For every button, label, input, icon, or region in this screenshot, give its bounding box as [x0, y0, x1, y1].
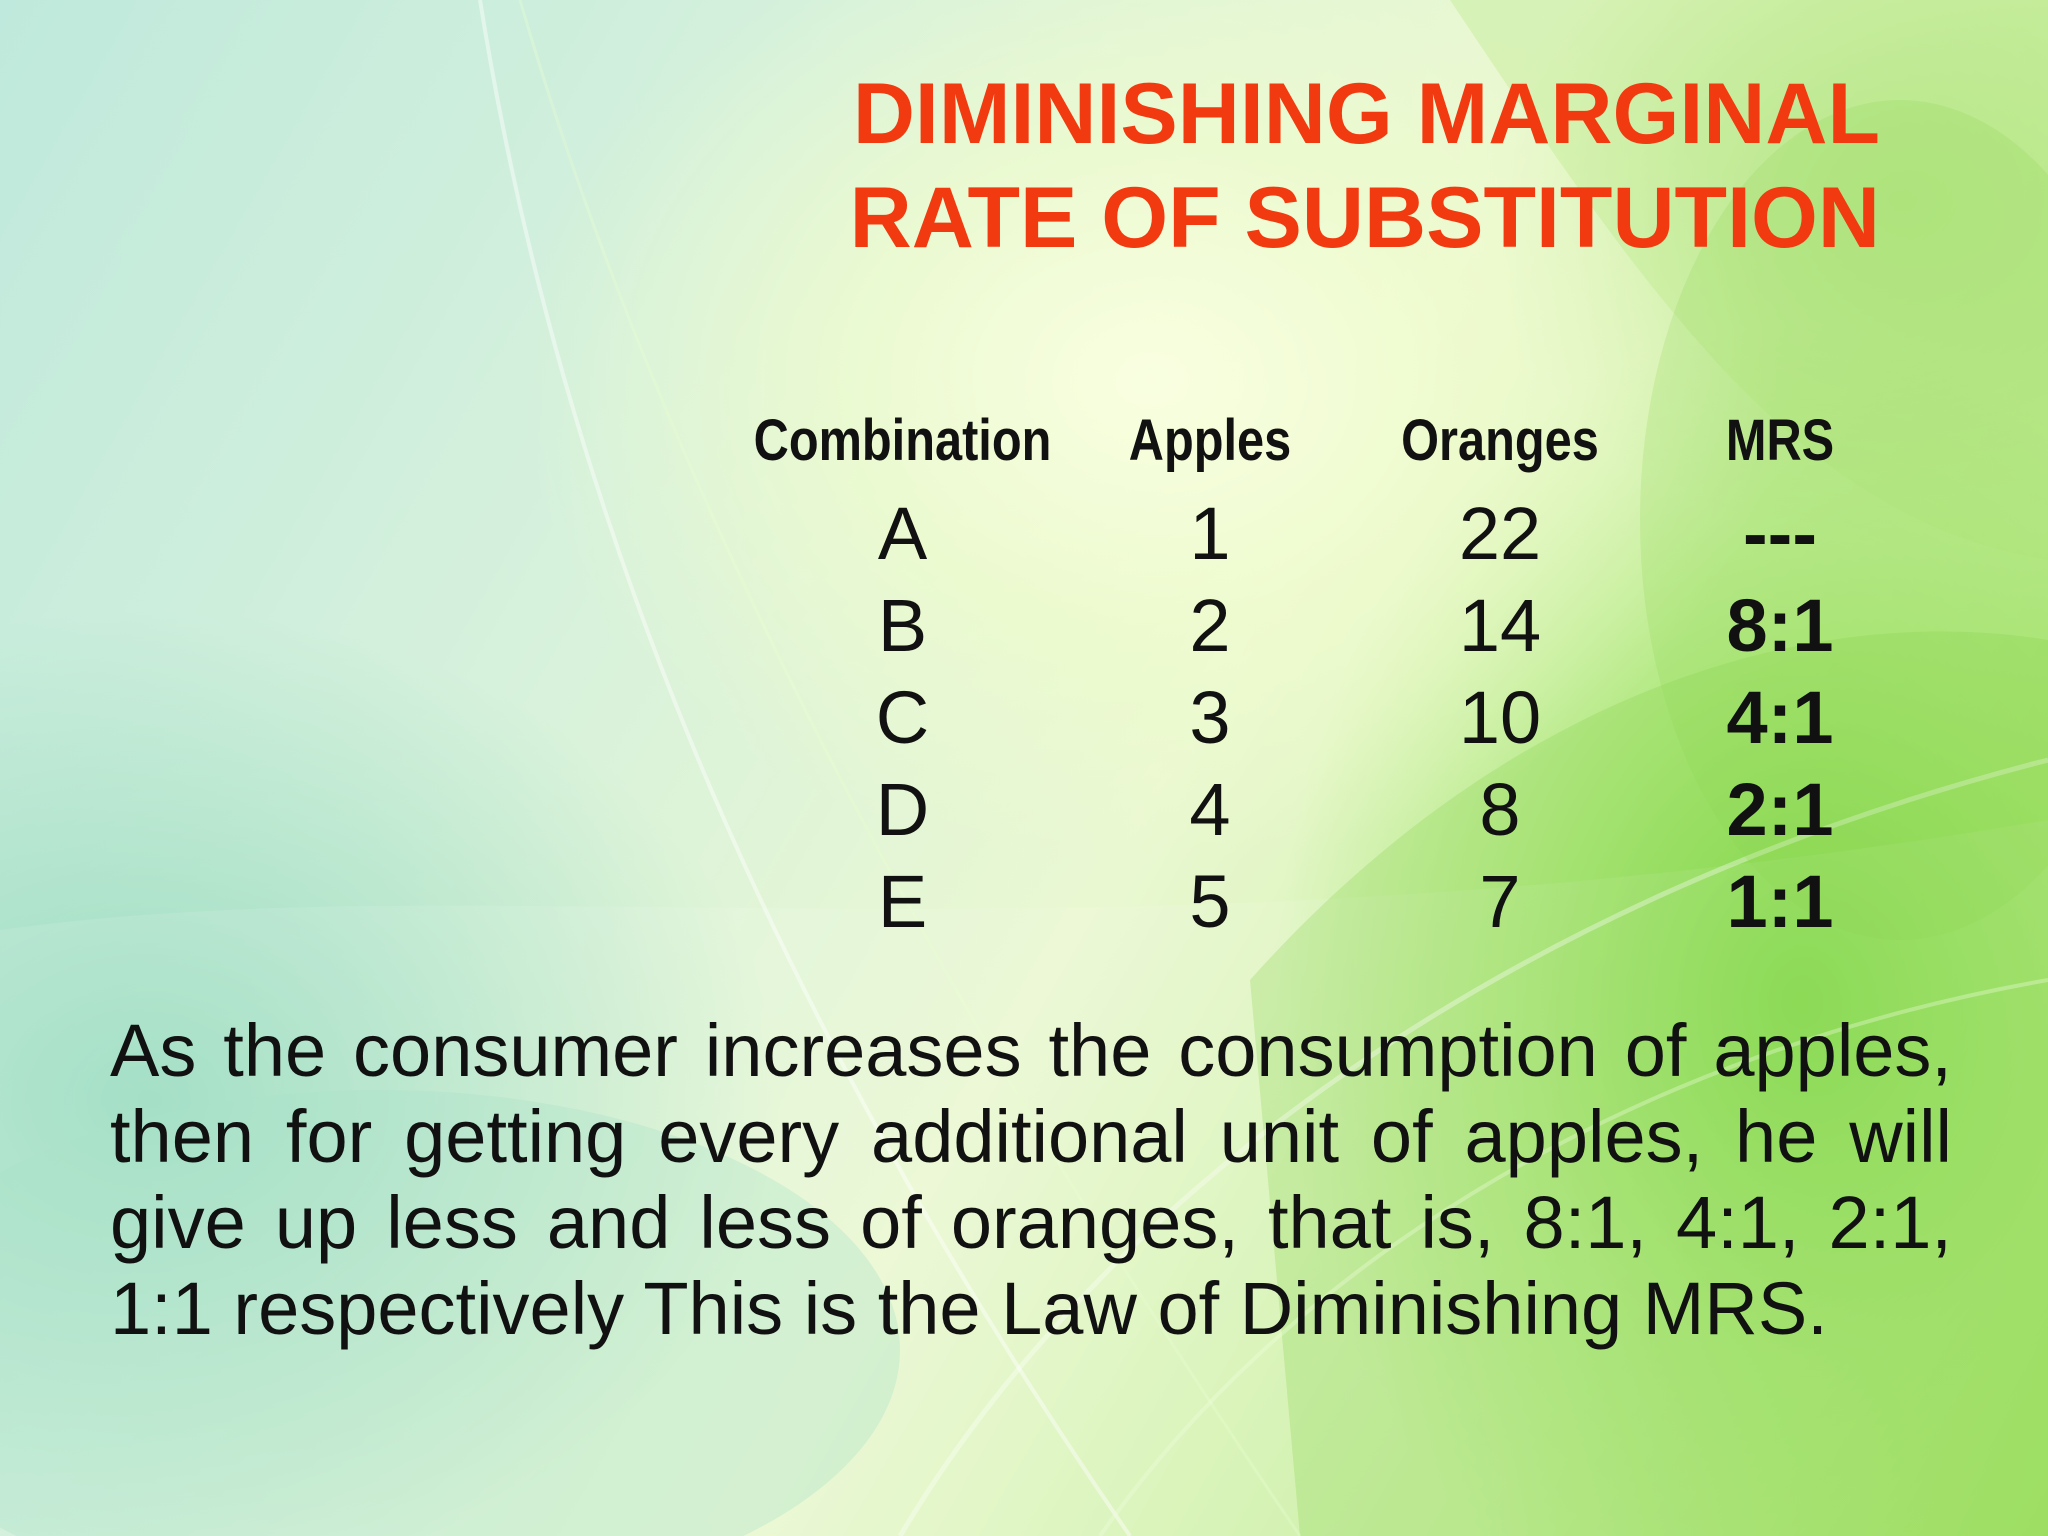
- title-line-2: RATE OF SUBSTITUTION: [849, 170, 1880, 266]
- explanation-paragraph: As the consumer increases the consumptio…: [110, 1009, 1952, 1350]
- table-row: B 2 14 8:1: [720, 580, 1895, 672]
- cell-mrs: 1:1: [1726, 860, 1834, 943]
- header-combination: Combination: [753, 407, 1052, 473]
- cell-mrs: ---: [1743, 492, 1817, 575]
- cell-apples: 4: [1189, 768, 1231, 851]
- header-mrs: MRS: [1725, 407, 1835, 473]
- cell-mrs: 2:1: [1726, 768, 1834, 851]
- cell-apples: 1: [1189, 492, 1231, 575]
- cell-combination: A: [877, 492, 928, 575]
- slide-title: DIMINISHING MARGINAL RATE OF SUBSTITUTIO…: [850, 62, 1880, 270]
- cell-oranges: 22: [1458, 492, 1542, 575]
- table-row: D 4 8 2:1: [720, 764, 1895, 856]
- cell-combination: C: [875, 676, 930, 759]
- cell-oranges: 7: [1479, 860, 1521, 943]
- cell-apples: 2: [1189, 584, 1231, 667]
- cell-mrs: 8:1: [1726, 584, 1834, 667]
- table-row: A 1 22 ---: [720, 488, 1895, 580]
- cell-combination: B: [877, 584, 928, 667]
- header-apples: Apples: [1128, 407, 1292, 473]
- cell-apples: 5: [1189, 860, 1231, 943]
- header-oranges: Oranges: [1401, 407, 1599, 473]
- table-row: C 3 10 4:1: [720, 672, 1895, 764]
- table-header-row: Combination Apples Oranges MRS: [720, 392, 1895, 488]
- table-row: E 5 7 1:1: [720, 856, 1895, 948]
- title-line-1: DIMINISHING MARGINAL: [852, 66, 1880, 162]
- cell-combination: E: [877, 860, 928, 943]
- cell-oranges: 8: [1479, 768, 1521, 851]
- mrs-table: Combination Apples Oranges MRS A 1 22 --…: [720, 392, 1895, 948]
- cell-apples: 3: [1189, 676, 1231, 759]
- cell-combination: D: [875, 768, 930, 851]
- cell-mrs: 4:1: [1726, 676, 1834, 759]
- cell-oranges: 14: [1458, 584, 1542, 667]
- cell-oranges: 10: [1458, 676, 1542, 759]
